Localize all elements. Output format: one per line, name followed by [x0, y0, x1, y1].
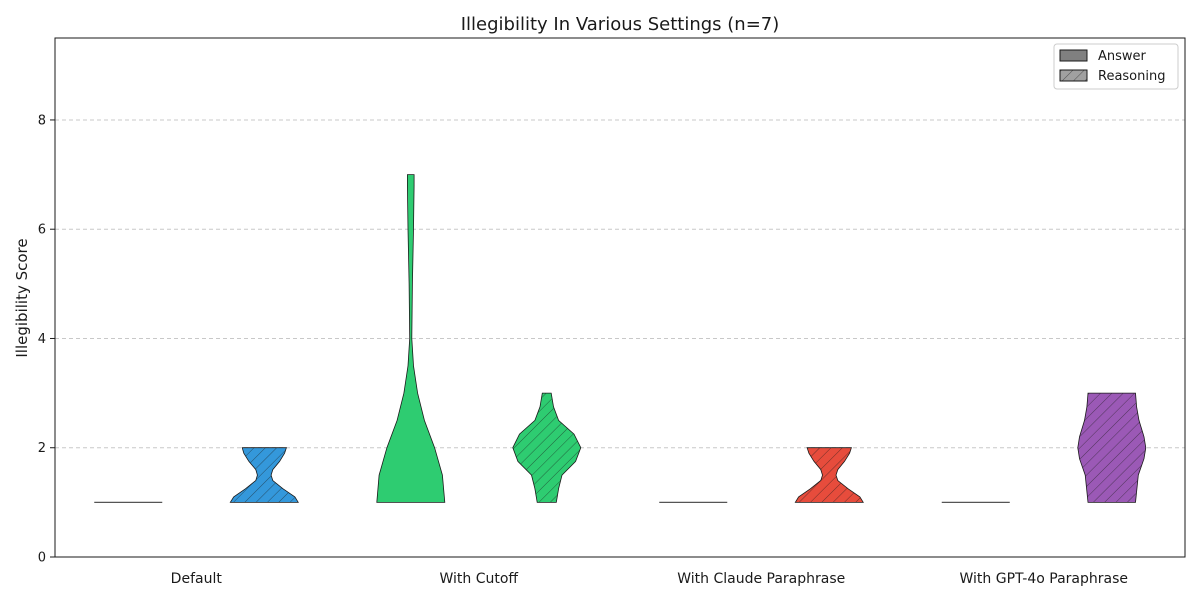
- legend-swatch-reasoning-hatch: [1060, 70, 1087, 81]
- legend-swatch-answer: [1059, 49, 1088, 62]
- x-tick-labels: Default With Cutoff With Claude Paraphrase…: [171, 571, 1128, 587]
- plot-frame: [54, 37, 1186, 558]
- violin-reasoning-hatch: [512, 393, 581, 503]
- violin-reasoning-hatch: [795, 447, 864, 503]
- x-tick-label: With GPT-4o Paraphrase: [960, 571, 1129, 587]
- legend: Answer Reasoning: [1053, 43, 1179, 90]
- violin-reasoning-hatch: [230, 447, 299, 503]
- x-tick-label: With Claude Paraphrase: [677, 571, 845, 587]
- gridlines: [55, 119, 1185, 449]
- x-tick-label: With Cutoff: [439, 571, 518, 587]
- y-tick-label: 4: [38, 332, 46, 347]
- y-tick-label: 8: [38, 113, 46, 128]
- violin-reasoning-hatch: [1077, 393, 1146, 503]
- chart-title: Illegibility In Various Settings (n=7): [461, 14, 780, 35]
- violin-answer: [376, 174, 446, 503]
- legend-label-reasoning: Reasoning: [1098, 69, 1165, 84]
- violins: [94, 174, 1147, 503]
- y-axis-label: Illegibility Score: [13, 238, 31, 357]
- y-tick-label: 6: [38, 223, 46, 238]
- x-tick-label: Default: [171, 571, 223, 587]
- y-tick-label: 2: [38, 441, 46, 456]
- y-ticks: 0 2 4 6 8: [38, 113, 55, 566]
- y-tick-label: 0: [38, 551, 46, 566]
- legend-label-answer: Answer: [1098, 49, 1147, 64]
